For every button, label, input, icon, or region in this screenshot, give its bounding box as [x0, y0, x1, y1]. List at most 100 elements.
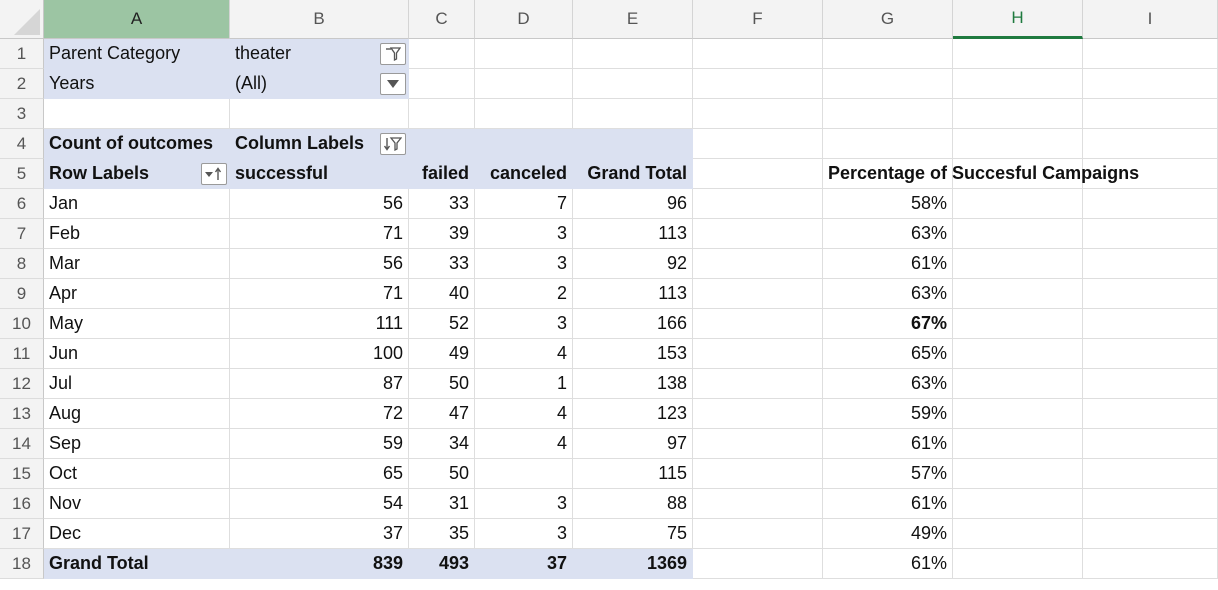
row-header-5[interactable]: 5 — [0, 159, 44, 189]
cell[interactable] — [1083, 189, 1218, 219]
row-header-15[interactable]: 15 — [0, 459, 44, 489]
row-header-2[interactable]: 2 — [0, 69, 44, 99]
cell[interactable] — [1083, 69, 1218, 99]
cell[interactable] — [693, 249, 823, 279]
cell[interactable] — [1083, 99, 1218, 129]
row-header-17[interactable]: 17 — [0, 519, 44, 549]
cell[interactable] — [823, 129, 953, 159]
cell[interactable] — [693, 99, 823, 129]
row-header-1[interactable]: 1 — [0, 39, 44, 69]
parent-category-filter-button[interactable] — [380, 43, 406, 65]
cell[interactable] — [953, 519, 1083, 549]
row-header-3[interactable]: 3 — [0, 99, 44, 129]
cell[interactable] — [953, 129, 1083, 159]
cell[interactable] — [475, 69, 573, 99]
column-header-h[interactable]: H — [953, 0, 1083, 39]
cell[interactable] — [1083, 399, 1218, 429]
row-labels-sort-button[interactable] — [201, 163, 227, 185]
cell[interactable] — [953, 399, 1083, 429]
row-header-14[interactable]: 14 — [0, 429, 44, 459]
cell[interactable] — [823, 69, 953, 99]
cell[interactable] — [693, 369, 823, 399]
cell[interactable] — [953, 339, 1083, 369]
cell[interactable] — [953, 309, 1083, 339]
column-header-i[interactable]: I — [1083, 0, 1218, 39]
row-header-8[interactable]: 8 — [0, 249, 44, 279]
cell[interactable] — [823, 99, 953, 129]
cell[interactable] — [693, 489, 823, 519]
row-header-4[interactable]: 4 — [0, 129, 44, 159]
row-header-11[interactable]: 11 — [0, 339, 44, 369]
cell[interactable] — [953, 249, 1083, 279]
cell[interactable] — [573, 69, 693, 99]
cell[interactable] — [823, 39, 953, 69]
cell[interactable] — [953, 369, 1083, 399]
cell[interactable] — [953, 219, 1083, 249]
cell[interactable] — [953, 429, 1083, 459]
cell[interactable] — [693, 309, 823, 339]
column-header-f[interactable]: F — [693, 0, 823, 39]
cell[interactable] — [1083, 39, 1218, 69]
cell[interactable] — [1083, 369, 1218, 399]
cell[interactable] — [953, 39, 1083, 69]
cell[interactable] — [230, 99, 409, 129]
column-header-b[interactable]: B — [230, 0, 409, 39]
cell[interactable] — [953, 159, 1083, 189]
cell[interactable] — [953, 489, 1083, 519]
years-filter-button[interactable] — [380, 73, 406, 95]
row-header-18[interactable]: 18 — [0, 549, 44, 579]
cell[interactable] — [693, 549, 823, 579]
cell[interactable] — [1083, 279, 1218, 309]
cell[interactable] — [693, 459, 823, 489]
cell[interactable] — [693, 339, 823, 369]
cell[interactable] — [693, 189, 823, 219]
cell[interactable] — [1083, 549, 1218, 579]
cell[interactable] — [409, 69, 475, 99]
cell[interactable] — [953, 459, 1083, 489]
cell[interactable] — [1083, 459, 1218, 489]
column-labels-filter-button[interactable] — [380, 133, 406, 155]
cell[interactable] — [693, 429, 823, 459]
row-header-13[interactable]: 13 — [0, 399, 44, 429]
cell[interactable] — [953, 99, 1083, 129]
cell[interactable] — [953, 69, 1083, 99]
column-header-d[interactable]: D — [475, 0, 573, 39]
cell[interactable] — [693, 159, 823, 189]
cell[interactable] — [409, 39, 475, 69]
cell[interactable] — [693, 519, 823, 549]
cell[interactable] — [1083, 219, 1218, 249]
cell[interactable] — [1083, 249, 1218, 279]
column-header-c[interactable]: C — [409, 0, 475, 39]
cell[interactable] — [693, 219, 823, 249]
cell[interactable] — [573, 129, 693, 159]
cell[interactable] — [475, 39, 573, 69]
cell[interactable] — [44, 99, 230, 129]
cell[interactable] — [953, 189, 1083, 219]
column-header-g[interactable]: G — [823, 0, 953, 39]
cell[interactable] — [1083, 129, 1218, 159]
cell[interactable] — [693, 129, 823, 159]
row-header-16[interactable]: 16 — [0, 489, 44, 519]
cell[interactable] — [573, 99, 693, 129]
row-header-6[interactable]: 6 — [0, 189, 44, 219]
cell[interactable] — [409, 99, 475, 129]
cell[interactable] — [1083, 489, 1218, 519]
row-header-10[interactable]: 10 — [0, 309, 44, 339]
cell[interactable] — [953, 279, 1083, 309]
cell[interactable] — [475, 129, 573, 159]
select-all-corner[interactable] — [0, 0, 44, 39]
cell[interactable] — [1083, 309, 1218, 339]
row-header-7[interactable]: 7 — [0, 219, 44, 249]
cell[interactable] — [475, 99, 573, 129]
cell[interactable] — [1083, 429, 1218, 459]
row-header-12[interactable]: 12 — [0, 369, 44, 399]
cell[interactable] — [1083, 519, 1218, 549]
column-header-a[interactable]: A — [44, 0, 230, 39]
cell[interactable] — [693, 69, 823, 99]
row-header-9[interactable]: 9 — [0, 279, 44, 309]
cell[interactable] — [693, 399, 823, 429]
cell[interactable] — [953, 549, 1083, 579]
cell[interactable] — [1083, 339, 1218, 369]
cell[interactable] — [573, 39, 693, 69]
